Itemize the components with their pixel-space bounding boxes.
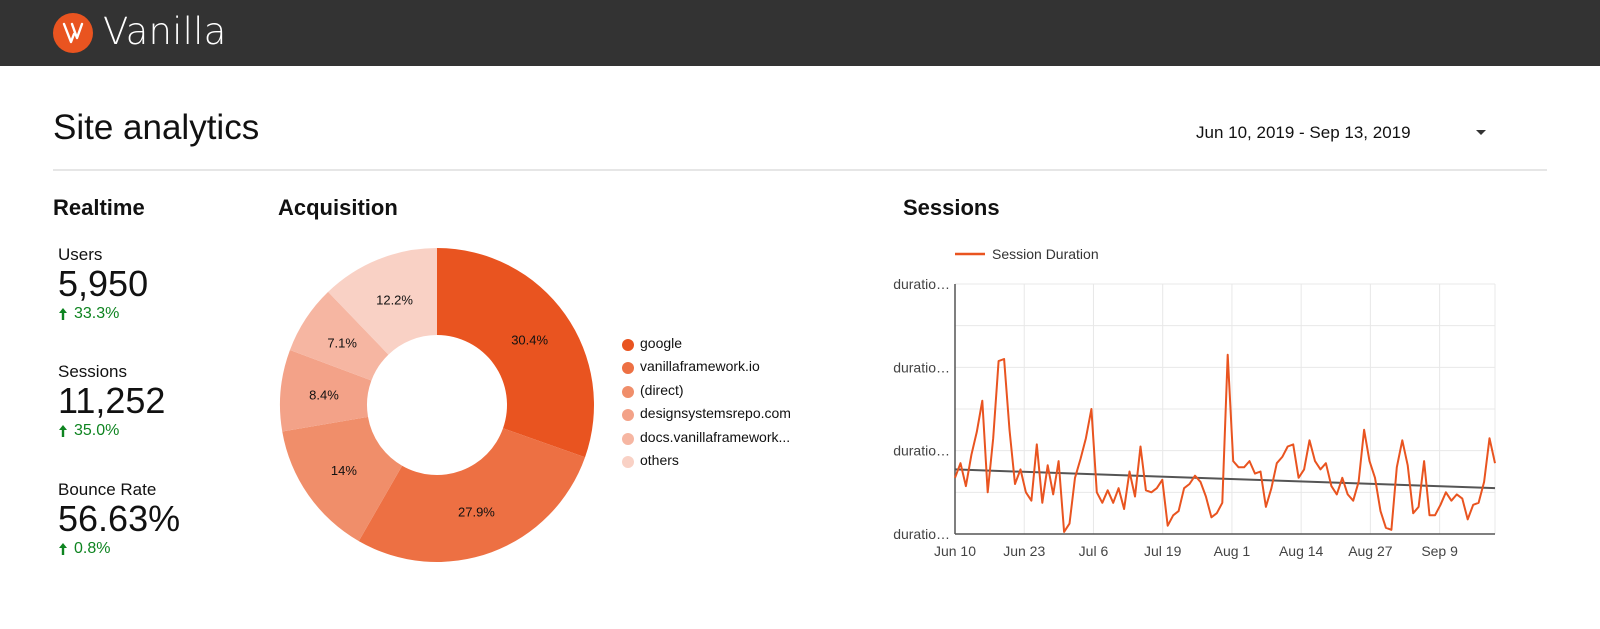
pie-slice-4[interactable] (289, 291, 389, 381)
acquisition-title: Acquisition (278, 195, 398, 220)
metric-value: 56.63% (58, 498, 181, 539)
metric-sessions: Sessions 11,252 35.0% (58, 362, 258, 440)
legend-item[interactable]: designsystemsrepo.com (622, 405, 791, 428)
metric-bounce-rate: Bounce Rate 56.63% 0.8% (58, 480, 258, 558)
legend-swatch (622, 455, 634, 468)
chevron-down-icon (1476, 130, 1486, 135)
acquisition-donut-chart: 30.4% 27.9% 14% 8.4% 7.1% 12.2% (280, 248, 594, 562)
pie-slice-3[interactable] (280, 349, 372, 432)
x-tick-label: Jul 19 (1144, 543, 1182, 559)
pie-slice-0[interactable] (437, 248, 594, 458)
legend-swatch (622, 362, 634, 375)
acquisition-legend: google vanillaframework.io (direct) designs… (622, 335, 791, 475)
legend-swatch (622, 385, 634, 398)
metric-value: 11,252 (58, 380, 166, 421)
vanilla-logo-icon[interactable] (53, 13, 93, 53)
pie-slice-5[interactable] (328, 248, 437, 355)
arrow-up-icon (59, 425, 67, 437)
legend-label: vanillaframework.io (640, 358, 760, 375)
arrow-up-icon (59, 543, 67, 555)
metric-change: 0.8% (58, 540, 258, 558)
pie-slice-1[interactable] (358, 428, 586, 562)
header-divider (53, 169, 1547, 171)
legend-item[interactable]: (direct) (622, 382, 791, 405)
legend-label: (direct) (640, 381, 684, 398)
legend-swatch (622, 339, 634, 351)
date-range-select[interactable]: Jun 10, 2019 - Sep 13, 2019 (1196, 118, 1516, 150)
metric-change-value: 33.3% (74, 305, 120, 322)
legend-label: google (640, 335, 683, 351)
legend-item[interactable]: others (622, 452, 791, 475)
sessions-line-chart: duratio…duratio…duratio…duratio…Jun 10 Ju… (893, 246, 1496, 559)
y-tick-label: duratio… (893, 276, 950, 292)
metric-change: 33.3% (58, 305, 258, 323)
y-tick-label: duratio… (893, 359, 950, 375)
pie-value-label: 14% (331, 463, 357, 478)
metric-label: Users (58, 245, 103, 264)
metric-value: 5,950 (58, 263, 149, 304)
legend-swatch (622, 409, 634, 422)
legend-label: others (640, 451, 679, 468)
x-tick-label: Jul 6 (1079, 543, 1109, 559)
metric-label: Sessions (58, 362, 127, 381)
pie-value-label: 12.2% (376, 293, 413, 308)
metric-users: Users 5,950 33.3% (58, 245, 258, 323)
trend-line (954, 468, 1496, 490)
x-tick-label: Aug 27 (1348, 543, 1393, 559)
sessions-title: Sessions (903, 195, 1000, 220)
legend-label: designsystemsrepo.com (640, 405, 791, 422)
legend-label: Session Duration (992, 246, 1099, 262)
arrow-up-icon (59, 308, 67, 320)
x-tick-label: Aug 1 (1214, 543, 1251, 559)
metric-change-value: 35.0% (74, 422, 120, 439)
metric-change: 35.0% (58, 422, 258, 440)
top-navbar: Vanilla (0, 0, 1600, 66)
metric-label: Bounce Rate (58, 480, 157, 499)
x-tick-label: Jun 23 (1003, 543, 1045, 559)
y-tick-label: duratio… (893, 526, 950, 542)
legend-item[interactable]: google (622, 335, 791, 358)
realtime-title: Realtime (53, 195, 145, 220)
pie-slice-2[interactable] (282, 416, 403, 542)
page-title: Site analytics (53, 108, 260, 147)
series-line-session-duration[interactable] (954, 353, 1496, 533)
legend-swatch (622, 432, 634, 445)
pie-value-label: 27.9% (458, 504, 495, 519)
legend-label: docs.vanillaframework... (640, 428, 791, 445)
x-tick-label: Jun 10 (934, 543, 976, 559)
pie-value-label: 8.4% (309, 387, 339, 402)
brand-name[interactable]: Vanilla (103, 10, 227, 53)
y-tick-label: duratio… (893, 443, 950, 459)
legend-item[interactable]: vanillaframework.io (622, 358, 791, 381)
metric-change-value: 0.8% (74, 540, 111, 557)
pie-value-label: 7.1% (327, 336, 357, 351)
date-range-value: Jun 10, 2019 - Sep 13, 2019 (1196, 123, 1411, 142)
x-tick-label: Sep 9 (1421, 543, 1458, 559)
legend-item[interactable]: docs.vanillaframework... (622, 429, 791, 452)
pie-value-label: 30.4% (511, 332, 548, 347)
x-tick-label: Aug 14 (1279, 543, 1324, 559)
